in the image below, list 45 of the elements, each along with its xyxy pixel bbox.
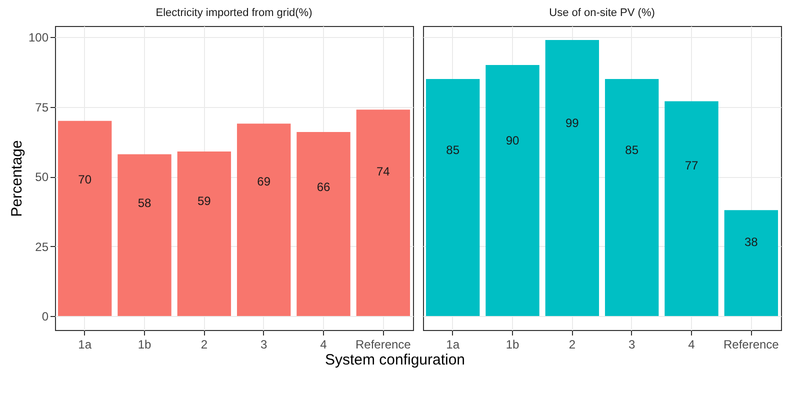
bar <box>356 110 410 316</box>
x-tick-label: 4 <box>320 338 328 352</box>
data-label: 59 <box>197 194 212 208</box>
data-label: 70 <box>78 172 92 186</box>
data-label: 77 <box>684 158 698 173</box>
data-label: 69 <box>257 174 271 188</box>
bar <box>118 154 172 316</box>
y-tick-label: 100 <box>28 30 49 45</box>
x-tick-label: Reference <box>355 338 412 352</box>
bar <box>236 124 291 316</box>
bar <box>177 152 232 316</box>
y-tick-label: 75 <box>35 100 49 114</box>
data-label: 85 <box>446 143 460 158</box>
x-tick-label: 1b <box>138 338 152 352</box>
chart-title: Electricity imported from grid(%) <box>156 7 312 19</box>
x-tick-label: 1a <box>446 338 460 352</box>
x-tick-label: 1a <box>78 338 92 352</box>
data-label: 85 <box>625 143 639 158</box>
data-label: 58 <box>138 196 152 210</box>
bar <box>664 101 718 316</box>
y-tick-label: 50 <box>35 170 49 184</box>
x-tick-label: 2 <box>568 338 576 352</box>
x-tick-label: 3 <box>628 338 636 352</box>
data-label: 38 <box>744 234 758 249</box>
x-tick-label: 4 <box>688 338 696 352</box>
data-label: 99 <box>565 116 580 130</box>
x-axis-title: System configuration <box>324 352 466 368</box>
x-tick-label: 2 <box>200 338 208 352</box>
data-label: 74 <box>376 164 390 179</box>
bar <box>426 78 480 316</box>
y-tick-label: 25 <box>35 240 49 254</box>
bar <box>486 65 540 316</box>
chart-title: Use of on-site PV (%) <box>549 7 655 19</box>
data-label: 90 <box>506 133 520 148</box>
y-axis-title: Percentage <box>8 140 26 217</box>
x-tick-label: 3 <box>260 338 268 352</box>
x-tick-label: 1b <box>506 338 520 352</box>
x-tick-label: Reference <box>723 338 780 352</box>
bar <box>296 132 350 316</box>
y-tick-label: 0 <box>42 310 49 324</box>
bar <box>58 120 112 316</box>
bar <box>545 40 600 316</box>
data-label: 66 <box>316 180 330 194</box>
bar <box>724 210 778 316</box>
bar <box>604 78 659 316</box>
